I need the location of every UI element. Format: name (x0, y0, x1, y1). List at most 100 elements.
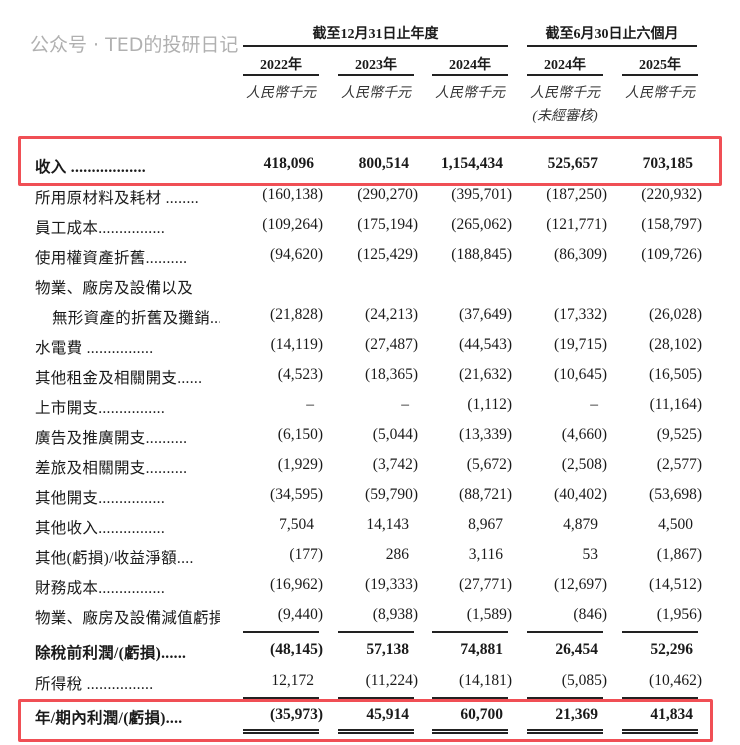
column-year: 2024年 (544, 58, 586, 73)
total-rule (243, 697, 319, 699)
divider (338, 74, 414, 76)
total-rule (338, 697, 414, 699)
table-row: 其他(虧損)/收益淨額.... (177) 286 3,116 53 (1,867) (0, 546, 740, 570)
cell-value: (4,523) (277, 366, 323, 383)
row-label: 物業、廠房及設備減值虧損 (35, 610, 220, 627)
table-row: 員工成本................ (109,264) (175,194) (2… (0, 216, 740, 240)
cell-value: (11,224) (365, 672, 418, 689)
cell-value: (14,512) (649, 576, 702, 593)
cell-value: (14,181) (459, 672, 512, 689)
column-unit: 人民幣千元 (530, 86, 600, 101)
total-rule (622, 631, 698, 633)
cell-value: (24,213) (365, 306, 418, 323)
cell-value: 7,504 (279, 516, 314, 533)
cell-value: 60,700 (460, 706, 503, 723)
cell-value: 12,172 (271, 672, 314, 689)
divider (243, 45, 508, 47)
cell-value: (19,715) (554, 336, 607, 353)
cell-value: (177) (289, 546, 323, 563)
total-rule (622, 729, 698, 731)
group-header-interim: 截至6月30日止六個月 (545, 27, 679, 42)
cell-value: – (306, 396, 314, 413)
total-rule (527, 732, 603, 734)
cell-value: (17,332) (554, 306, 607, 323)
cell-value: (11,164) (649, 396, 702, 413)
cell-value: 21,369 (555, 706, 598, 723)
cell-value: (187,250) (546, 186, 607, 203)
total-rule (527, 631, 603, 633)
net-profit-highlight-box (18, 699, 713, 742)
row-label: 財務成本................ (35, 580, 166, 597)
row-label: 年/期內利潤/(虧損).... (35, 710, 183, 727)
cell-value: (14,119) (270, 336, 323, 353)
cell-value: (19,333) (365, 576, 418, 593)
divider (622, 74, 698, 76)
table-row: 所得稅 ................ 12,172 (11,224) (14,18… (0, 672, 740, 696)
cell-value: (35,973) (270, 706, 323, 723)
cell-value: (8,938) (372, 606, 418, 623)
cell-value: (2,508) (561, 456, 607, 473)
cell-value: (2,577) (656, 456, 702, 473)
total-rule (432, 631, 508, 633)
table-row: 所用原材料及耗材 ........ (160,138) (290,270) (395,… (0, 186, 740, 210)
divider (527, 74, 603, 76)
cell-value: (9,440) (277, 606, 323, 623)
cell-value: (27,771) (459, 576, 512, 593)
row-label: 其他收入................ (35, 520, 166, 537)
cell-value: (846) (573, 606, 607, 623)
cell-value: 41,834 (650, 706, 693, 723)
cell-value: 4,879 (563, 516, 598, 533)
cell-value: (94,620) (270, 246, 323, 263)
table-row: 其他租金及相關開支...... (4,523) (18,365) (21,632) (1… (0, 366, 740, 390)
group-header-annual: 截至12月31日止年度 (312, 27, 439, 42)
cell-value: 8,967 (468, 516, 503, 533)
row-label: 所得稅 ................ (35, 676, 154, 693)
cell-value: (18,365) (365, 366, 418, 383)
cell-value: (44,543) (459, 336, 512, 353)
total-rule (338, 732, 414, 734)
cell-value: (158,797) (641, 216, 702, 233)
cell-value: (125,429) (357, 246, 418, 263)
watermark: 公众号 · TED的投研日记 (30, 34, 239, 56)
cell-value: (12,697) (554, 576, 607, 593)
cell-value: (16,962) (270, 576, 323, 593)
cell-value: (1,956) (656, 606, 702, 623)
cell-value: (28,102) (649, 336, 702, 353)
cell-value: 4,500 (658, 516, 693, 533)
table-row: 收入 .................. 418,096 800,514 1,154… (0, 155, 740, 179)
table-row: 其他開支................ (34,595) (59,790) (88,… (0, 486, 740, 510)
cell-value: (121,771) (546, 216, 607, 233)
revenue-highlight-box (18, 136, 722, 186)
total-rule (243, 729, 319, 731)
unaudited-note: (未經審核) (532, 109, 598, 124)
total-rule (527, 729, 603, 731)
cell-value: (5,085) (561, 672, 607, 689)
cell-value: 14,143 (366, 516, 409, 533)
table-row: 物業、廠房及設備以及 (0, 276, 740, 300)
divider (527, 45, 697, 47)
total-rule (338, 631, 414, 633)
row-label: 水電費 ................ (35, 340, 154, 357)
table-row: 物業、廠房及設備減值虧損 (9,440) (8,938) (1,589) (846) (1… (0, 606, 740, 630)
cell-value: (37,649) (459, 306, 512, 323)
cell-value: (1,867) (656, 546, 702, 563)
cell-value: (175,194) (357, 216, 418, 233)
row-label: 使用權資產折舊.......... (35, 250, 188, 267)
cell-value: (10,645) (554, 366, 607, 383)
table-row: 廣告及推廣開支.......... (6,150) (5,044) (13,339) (… (0, 426, 740, 450)
table-row: 其他收入................ 7,504 14,143 8,967 4,87… (0, 516, 740, 540)
total-rule (622, 697, 698, 699)
cell-value: (265,062) (451, 216, 512, 233)
cell-value: (1,589) (466, 606, 512, 623)
cell-value: (16,505) (649, 366, 702, 383)
cell-value: (160,138) (262, 186, 323, 203)
column-year: 2025年 (639, 58, 681, 73)
table-row: 水電費 ................ (14,119) (27,487) (44,… (0, 336, 740, 360)
cell-value: (40,402) (554, 486, 607, 503)
total-rule (243, 631, 319, 633)
cell-value: (5,672) (466, 456, 512, 473)
row-label: 差旅及相關開支.......... (35, 460, 188, 477)
total-rule (432, 732, 508, 734)
cell-value: 3,116 (468, 546, 503, 563)
cell-value: (34,595) (270, 486, 323, 503)
